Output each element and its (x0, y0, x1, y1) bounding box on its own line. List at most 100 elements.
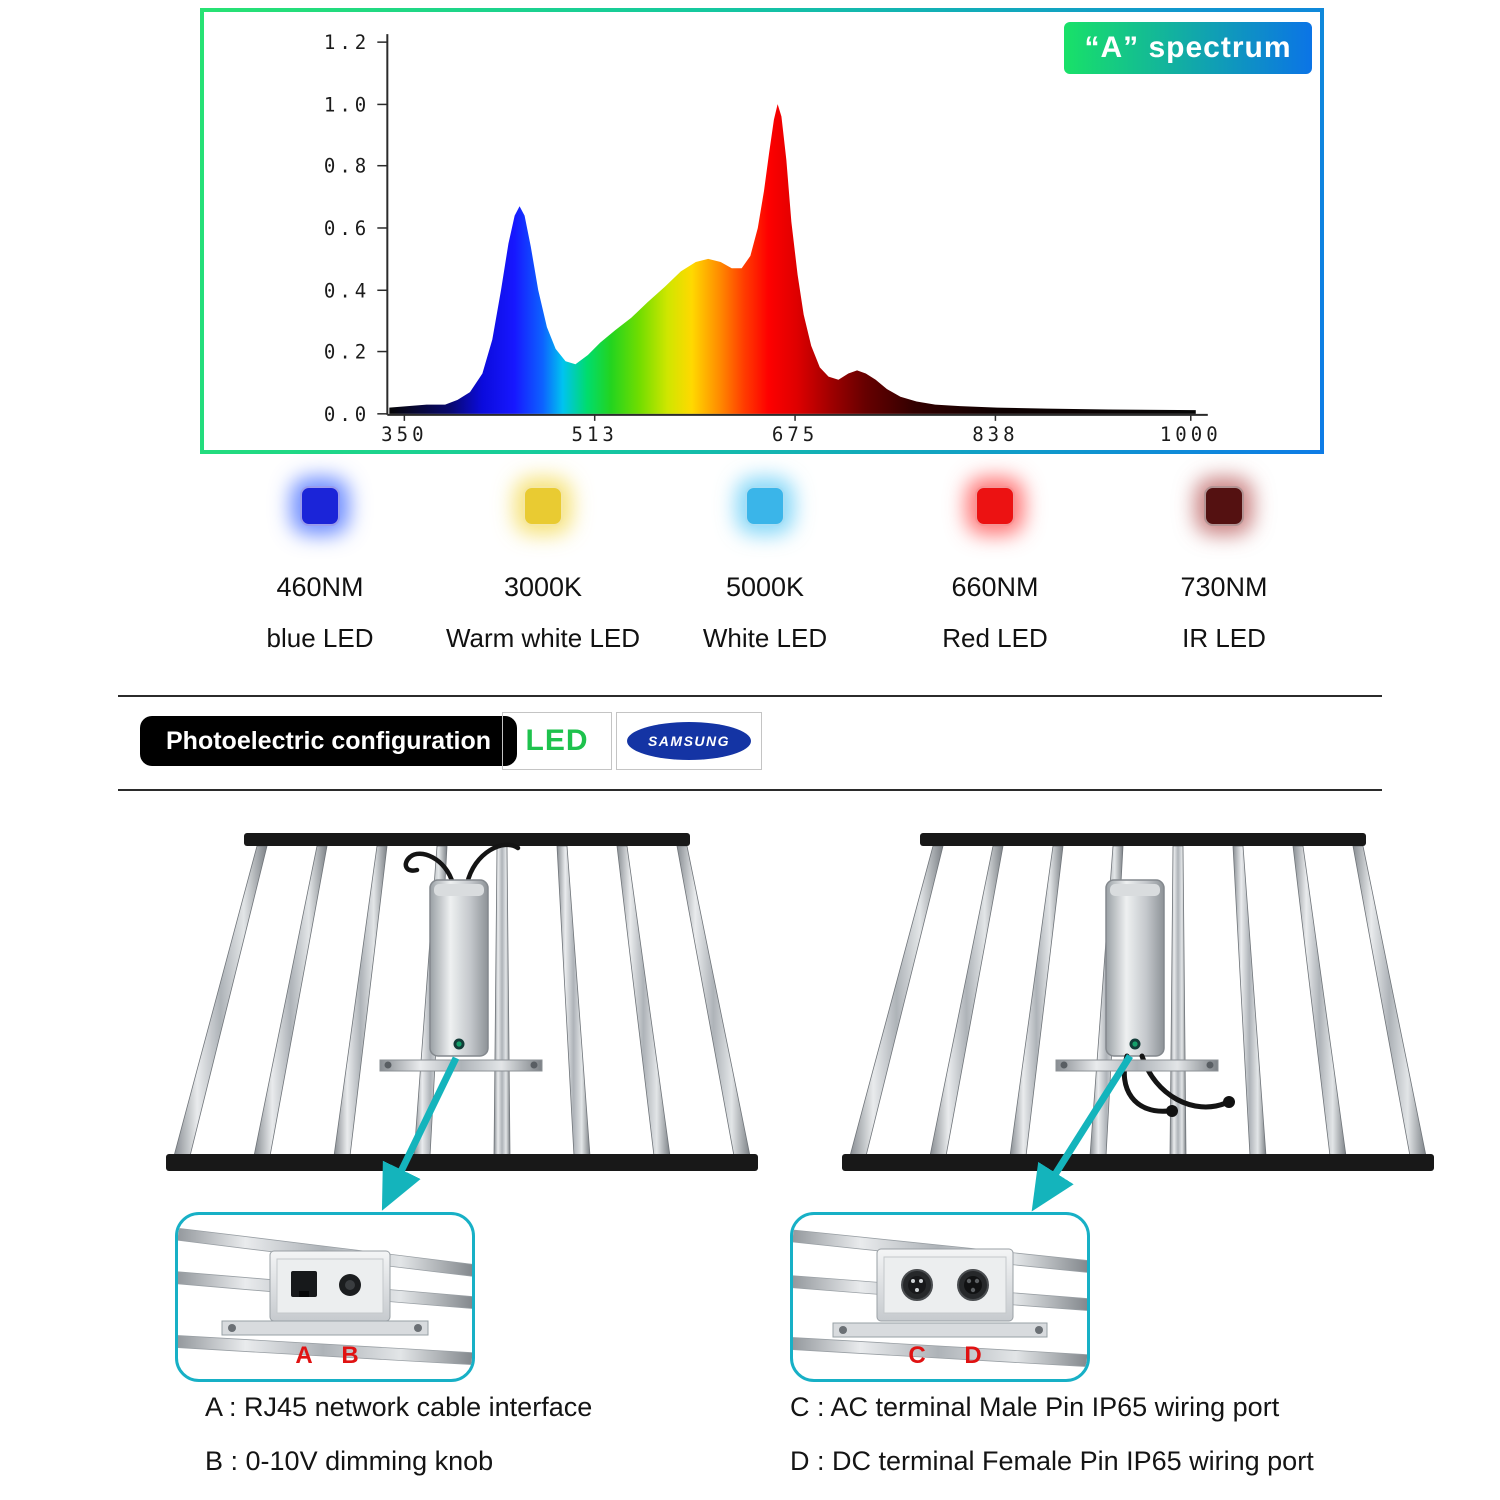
bracket-screw (414, 1324, 422, 1332)
y-tick-label: 0.0 (324, 404, 370, 426)
callout-cd-detail: C D (793, 1229, 1087, 1369)
legend-sep: : (223, 1446, 246, 1476)
led-wavelength: 730NM (1180, 572, 1268, 602)
light-bar (253, 845, 328, 1157)
led-swatch-white (745, 486, 785, 526)
y-tick-label: 0.8 (324, 156, 370, 178)
legend-sep: : (809, 1446, 833, 1476)
cable-connector (1166, 1105, 1178, 1117)
callout-ports-cd: C D (790, 1212, 1090, 1382)
led-swatch-ir (1204, 486, 1244, 526)
light-bar (493, 845, 511, 1157)
led-swatch-warm-white (523, 486, 563, 526)
connector-hole (970, 1287, 976, 1293)
connector-hole (974, 1278, 980, 1284)
led-item-red: 660NM Red LED (880, 486, 1110, 654)
port-label-a: A (295, 1342, 312, 1369)
legend-item-c: C : AC terminal Male Pin IP65 wiring por… (790, 1392, 1279, 1423)
led-name: White LED (702, 623, 828, 653)
led-wavelength: 5000K (725, 572, 805, 602)
legend-desc: RJ45 network cable interface (244, 1392, 593, 1422)
y-axis-ticks (377, 41, 388, 415)
photoelectric-configuration-badge: Photoelectric configuration (140, 716, 518, 766)
light-bar (616, 845, 671, 1157)
legend-key: A (205, 1392, 222, 1422)
spectrum-chart: 1.2 1.0 0.8 0.6 0.4 0.2 0.0 350 513 675 … (324, 32, 1218, 446)
dimming-knob-center (345, 1280, 355, 1290)
spectrum-curve (389, 104, 1196, 414)
cable-connector (1223, 1096, 1235, 1108)
port-label-b: B (341, 1342, 358, 1369)
led-name: IR LED (1182, 623, 1266, 653)
bracket-screw (1035, 1326, 1043, 1334)
bottom-rail (166, 1154, 758, 1171)
rj45-notch-icon (299, 1291, 309, 1297)
light-bar (849, 845, 944, 1157)
legend-item-a: A : RJ45 network cable interface (205, 1392, 592, 1423)
led-item-blue: 460NM blue LED (205, 486, 435, 654)
bracket-screw (839, 1326, 847, 1334)
callout-ports-ab: A B (175, 1212, 475, 1382)
power-cable (403, 842, 521, 887)
port-label-d: D (964, 1342, 981, 1369)
samsung-logo-text: SAMSUNG (647, 733, 731, 749)
bracket-screw (1060, 1061, 1068, 1069)
legend-key: C (790, 1392, 810, 1422)
legend-item-d: D : DC terminal Female Pin IP65 wiring p… (790, 1446, 1314, 1477)
callout-arrow-right (1031, 1054, 1133, 1212)
connector-hole (966, 1278, 972, 1284)
y-tick-label: 0.6 (324, 218, 370, 240)
x-tick-label: 350 (381, 424, 427, 446)
x-axis-ticks (403, 414, 1192, 421)
legend-key: D (790, 1446, 810, 1476)
driver-box (1105, 879, 1165, 1057)
led-wavelength: 460NM (276, 572, 364, 602)
bracket-screw (1206, 1061, 1214, 1069)
legend-sep: : (221, 1392, 245, 1422)
legend-desc: 0-10V dimming knob (245, 1446, 494, 1476)
led-name: Red LED (942, 623, 1048, 653)
section-divider-top (118, 695, 1382, 697)
x-tick-label: 838 (972, 424, 1018, 446)
led-swatch-blue (300, 486, 340, 526)
spectrum-panel: 1.2 1.0 0.8 0.6 0.4 0.2 0.0 350 513 675 … (200, 8, 1324, 454)
bracket-screw (384, 1061, 392, 1069)
connector-pin (919, 1279, 923, 1283)
y-tick-label: 1.2 (324, 32, 370, 54)
led-name: blue LED (266, 623, 374, 653)
grow-light-fixture-front (166, 833, 758, 1171)
light-bar (556, 845, 591, 1157)
light-bar (173, 845, 268, 1157)
mount-bracket (379, 1059, 543, 1072)
callout-arrow-left (381, 1056, 460, 1211)
led-swatch-red (975, 486, 1015, 526)
section-divider-bottom (118, 789, 1382, 791)
spectrum-badge: “A” spectrum (1064, 22, 1312, 74)
led-item-ir: 730NM IR LED (1109, 486, 1339, 654)
legend-sep: : (809, 1392, 831, 1422)
light-bar (929, 845, 1004, 1157)
port-label-c: C (908, 1342, 925, 1369)
samsung-logo: SAMSUNG (627, 722, 751, 760)
y-tick-label: 0.2 (324, 342, 370, 364)
x-tick-label: 513 (572, 424, 618, 446)
samsung-logo-box: SAMSUNG (616, 712, 762, 770)
y-tick-label: 1.0 (324, 94, 370, 116)
legend-item-b: B : 0-10V dimming knob (205, 1446, 493, 1477)
rj45-port-icon (291, 1271, 317, 1297)
grow-light-fixture-back (842, 833, 1434, 1171)
connector-pin (915, 1288, 919, 1292)
bracket-screw (228, 1324, 236, 1332)
x-tick-label: 675 (772, 424, 818, 446)
light-bar (1352, 845, 1427, 1157)
light-bar (1232, 845, 1267, 1157)
y-tick-label: 0.4 (324, 280, 370, 302)
led-name: Warm white LED (445, 623, 641, 653)
top-rail (244, 833, 690, 846)
legend-desc: DC terminal Female Pin IP65 wiring port (832, 1446, 1314, 1476)
light-bar (1292, 845, 1347, 1157)
callout-ab-detail: A B (178, 1227, 472, 1369)
light-bars (173, 845, 751, 1157)
bottom-rail (842, 1154, 1434, 1171)
